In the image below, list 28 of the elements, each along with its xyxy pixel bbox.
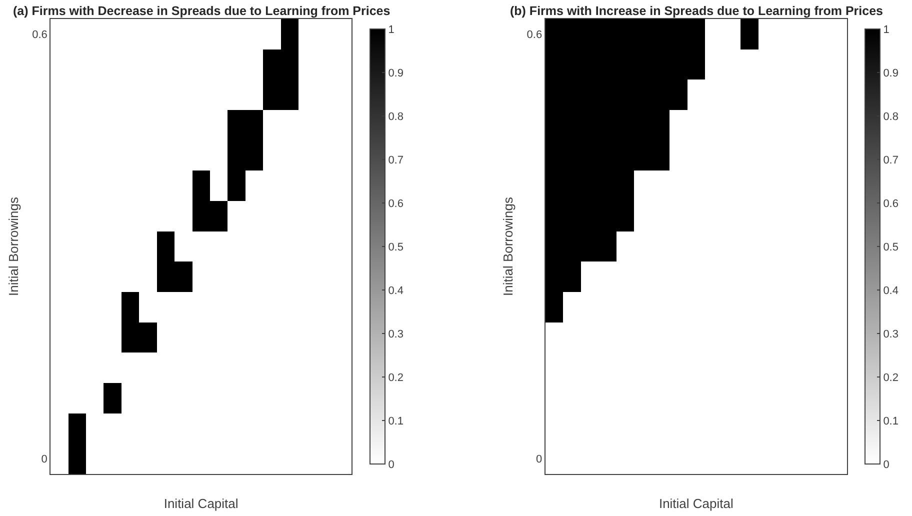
- color-bar-label: 0.4: [883, 284, 898, 297]
- y-axis-title: Initial Borrowings: [500, 196, 516, 296]
- color-bar-label: 0.6: [388, 198, 404, 210]
- color-bar-label: 0.6: [883, 198, 898, 210]
- color-bar-label: 0: [883, 458, 890, 471]
- color-bar-label: 0.7: [388, 154, 404, 166]
- color-bar-label: 0.5: [388, 241, 404, 254]
- color-bar-label: 0.3: [388, 328, 404, 340]
- color-bar-label: 0.5: [883, 241, 898, 254]
- color-bar-label: 0.3: [883, 328, 898, 340]
- color-bar-label: 1: [388, 24, 394, 36]
- chart-title: (a) Firms with Decrease in Spreads due to Learning from Prices: [13, 4, 390, 18]
- color-bar-label: 0: [388, 458, 394, 471]
- color-bar-label: 0.7: [883, 154, 898, 166]
- color-bar-label: 0.1: [883, 415, 898, 428]
- x-axis-title: Initial Capital: [164, 496, 238, 511]
- color-bar-label: 0.9: [388, 67, 404, 80]
- x-axis-title: Initial Capital: [658, 496, 734, 511]
- color-bar-label: 0.4: [388, 284, 404, 297]
- color-bar-label: 0.9: [883, 67, 898, 80]
- color-bar-label: 0.2: [883, 372, 898, 384]
- color-bar-label: 0.8: [388, 110, 404, 123]
- color-bar-label: 1: [883, 24, 890, 36]
- chart-title: (b) Firms with Increase in Spreads due to Learning from Prices: [510, 4, 884, 18]
- color-bar-label: 0.8: [883, 110, 898, 123]
- y-axis-title: Initial Borrowings: [6, 196, 22, 296]
- color-bar-label: 0.1: [388, 415, 404, 428]
- color-bar-label: 0.2: [388, 372, 404, 384]
